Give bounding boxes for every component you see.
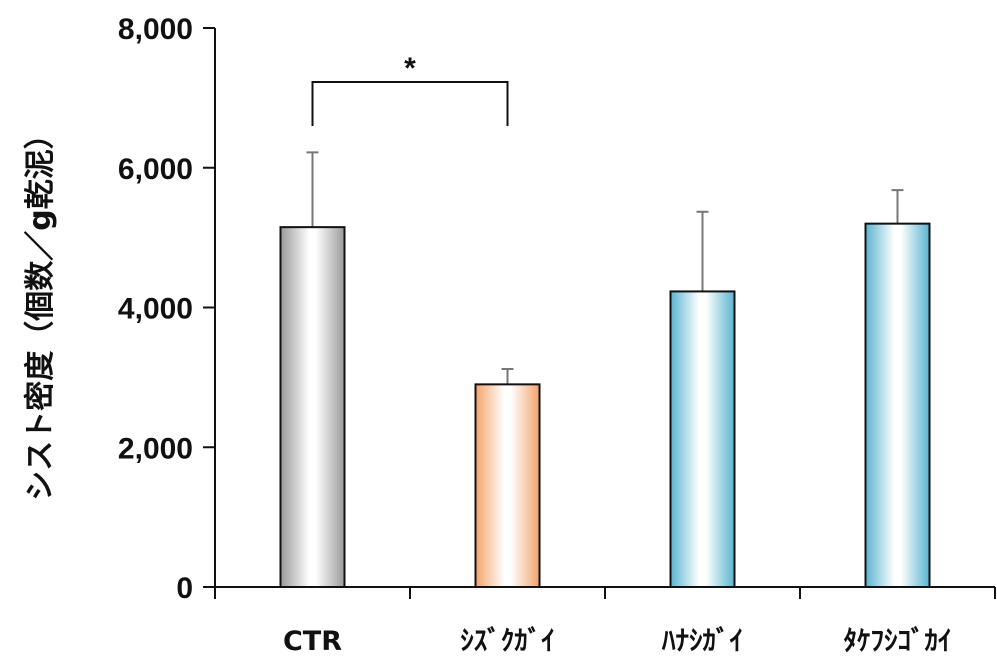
y-tick-label: 2,000 xyxy=(118,432,193,465)
x-category-label: ｼｽﾞｸｶﾞｲ xyxy=(460,626,555,657)
bars xyxy=(279,151,931,589)
y-axis-label: シスト密度（個数／g乾泥） xyxy=(23,119,58,500)
y-tick-label: 8,000 xyxy=(118,13,193,46)
bar-2 xyxy=(474,383,541,588)
x-category-label: ﾀｹﾌｼｺﾞｶｲ xyxy=(844,626,952,657)
significance-line xyxy=(311,81,509,126)
y-tick-label: 6,000 xyxy=(118,153,193,186)
significance-bracket: * xyxy=(311,52,509,126)
y-tick-label: 4,000 xyxy=(118,293,193,326)
x-category-label: ﾊﾅｼｶﾞｲ xyxy=(661,626,743,657)
significance-star: * xyxy=(404,52,416,85)
tick-labels: 0 2,000 4,000 6,000 8,000 CTR ｼｽﾞｸｶﾞｲ ﾊﾅｼｶﾞｲ ﾀｹﾌ… xyxy=(118,13,952,657)
bar-1 xyxy=(279,226,346,589)
x-category-label: CTR xyxy=(283,626,342,657)
y-tick-label: 0 xyxy=(176,572,193,605)
bar-4 xyxy=(864,222,931,588)
bar-3 xyxy=(669,290,736,588)
